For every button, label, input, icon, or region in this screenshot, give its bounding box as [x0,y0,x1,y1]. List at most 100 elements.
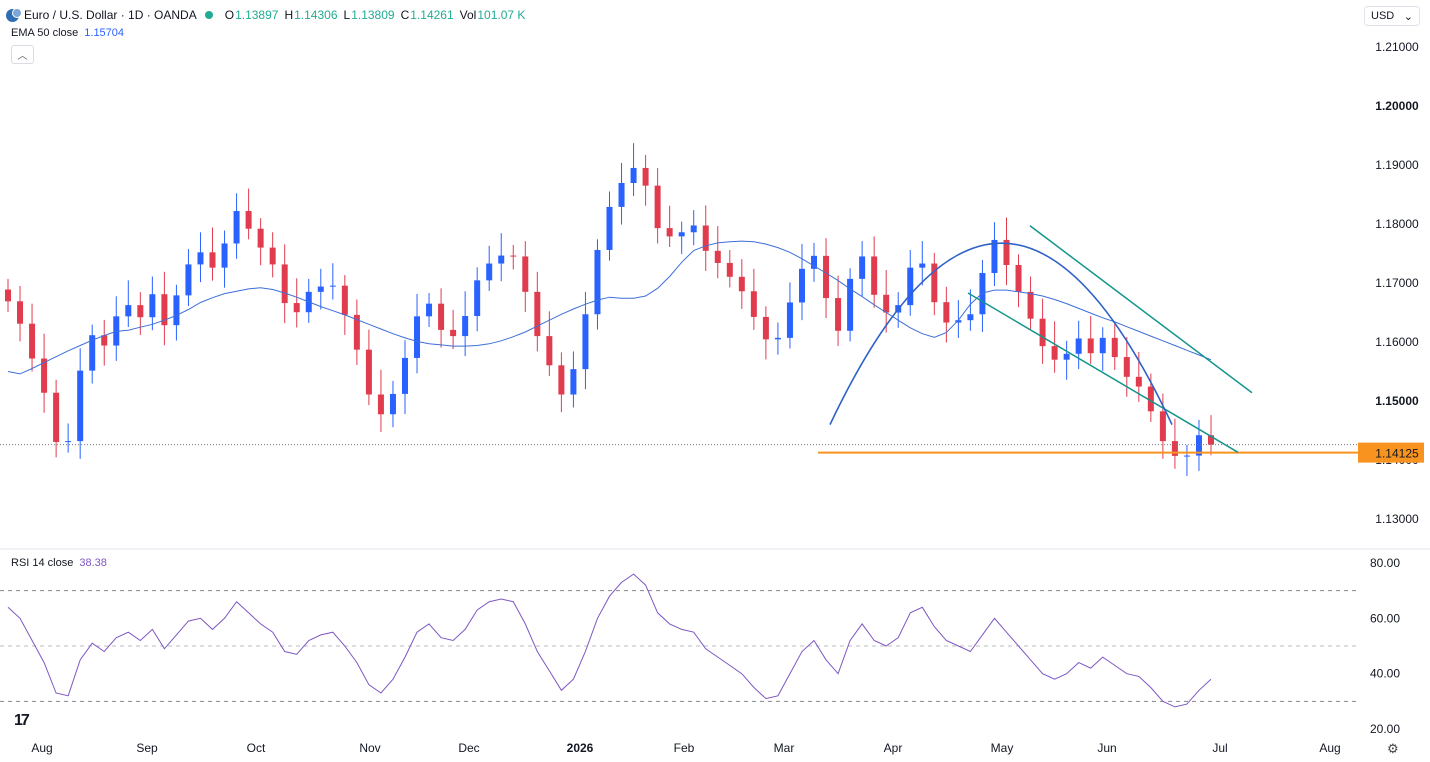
time-tick-label: Nov [359,741,380,755]
candle-body [257,228,264,248]
time-tick-label: Oct [247,741,266,755]
candle-body [245,211,252,229]
candle-body [1027,291,1034,319]
candle-body [811,255,818,269]
candle-body [221,243,228,268]
candle-body [317,286,324,292]
candle-body [281,264,288,304]
symbol-title[interactable]: Euro / U.S. Dollar · 1D · OANDA [24,8,197,22]
candle-body [450,329,457,337]
candle-body [907,267,914,306]
candle-body [197,252,204,265]
candle-body [293,303,300,313]
ema-label: EMA 50 close [11,27,79,39]
candle-body [353,314,360,350]
close-label: C [400,8,410,22]
candle-body [522,256,529,292]
gear-icon[interactable]: ⚙ [1387,741,1399,756]
candle-body [209,252,216,268]
candle-body [582,314,589,370]
candle-body [1087,338,1094,354]
candle-body [786,302,793,338]
chart-header: Euro / U.S. Dollar · 1D · OANDA O 1.13897… [6,5,525,25]
time-tick-label: Sep [136,741,158,755]
time-tick-label: Dec [458,741,479,755]
rsi-legend[interactable]: RSI 14 close 38.38 [11,557,107,569]
candle-body [185,264,192,296]
rsi-axis: 80.00 60.00 40.00 20.00 [1370,556,1400,736]
candle-body [1147,386,1154,412]
candle-body [606,206,613,250]
candle-body [414,316,421,358]
time-tick-label: Aug [31,741,52,755]
candle-body [558,365,565,395]
collapse-legend-button[interactable]: ︿ [11,45,34,64]
rsi-tick-label: 20.00 [1370,722,1400,736]
high-value: 1.14306 [294,8,338,22]
candle-body [931,263,938,303]
candle-body [847,278,854,331]
tradingview-logo[interactable]: 17 [14,712,30,729]
candle-body [377,394,384,415]
rsi-tick-label: 60.00 [1370,611,1400,625]
candle-body [41,358,48,393]
open-value: 1.13897 [235,8,279,22]
candle-body [955,320,962,323]
candle-body [101,335,108,346]
candle-body [714,250,721,263]
price-tick-label: 1.19000 [1375,158,1419,172]
time-tick-label: Jun [1097,741,1116,755]
candle-body [1208,435,1214,445]
candle-body [678,232,685,237]
candle-body [1039,318,1046,347]
price-tick-label: 1.13000 [1375,512,1419,526]
rsi-line [7,573,1212,708]
time-tick-label: Mar [774,741,795,755]
candle-body [486,263,493,281]
candle-body [137,305,144,318]
rsi-tick-label: 40.00 [1370,667,1400,681]
candle-body [1099,337,1106,354]
candle-body [919,263,926,268]
candle-body [1171,441,1178,456]
market-status-dot[interactable] [204,11,213,19]
time-tick-label: 2026 [567,741,594,755]
candle-body [1135,376,1142,387]
close-value: 1.14261 [410,8,454,22]
candle-body [823,255,830,299]
lower-trendline [967,292,1239,453]
upper-trendline [1029,225,1253,394]
candle-body [594,249,601,315]
chevron-up-icon: ︿ [17,51,28,62]
candle-body [341,285,348,315]
currency-select[interactable]: USD ⌄ [1364,6,1420,26]
low-value: 1.13809 [351,8,395,22]
candle-body [690,225,697,233]
price-tick-label: 1.20000 [1375,99,1419,113]
candle-body [762,316,769,340]
candle-body [738,276,745,292]
candle-body [389,393,396,415]
candle-body [1003,239,1010,266]
candlestick-series [5,143,1214,476]
open-label: O [224,8,235,22]
candle-body [65,441,72,443]
candle-body [5,289,11,302]
candle-body [630,167,637,183]
candle-body [462,316,469,337]
candle-body [498,255,505,264]
ema-legend[interactable]: EMA 50 close 1.15704 [11,27,124,39]
candle-body [89,335,96,371]
candle-body [77,370,84,442]
drawing-tools[interactable] [818,225,1366,454]
price-tag: 1.14125 [1358,442,1424,463]
candle-body [534,291,541,337]
high-label: H [284,8,294,22]
candle-body [1183,455,1190,457]
candle-body [17,301,24,324]
candle-body [642,167,649,186]
candle-body [149,294,156,318]
chevron-down-icon: ⌄ [1403,10,1413,23]
candle-body [329,285,336,287]
